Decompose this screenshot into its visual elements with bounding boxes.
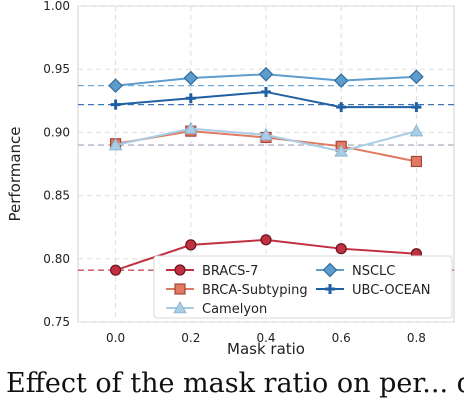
series-ubc-ocean [110,86,422,113]
data-point [109,264,122,276]
y-axis: 0.75 0.80 0.85 0.90 0.95 1.00 [43,0,70,329]
x-axis-label: Mask ratio [227,340,305,358]
y-tick-label: 0.75 [43,315,70,329]
series-camelyon [108,121,424,157]
legend-marker [173,300,187,314]
x-tick-label: 0.4 [256,331,275,345]
y-axis-label: Performance [6,126,24,221]
legend-box [153,255,453,319]
x-tick-label: 0.8 [407,331,426,345]
data-point [258,66,274,82]
legend-marker [174,264,186,276]
legend-marker [174,283,186,295]
series-lines [108,66,424,276]
data-point [409,69,424,85]
caption: Effect of the mask ratio on per... di [6,368,464,399]
data-point [259,127,273,141]
baselines [78,84,454,271]
data-point [411,102,422,113]
x-axis: 0.0 0.2 0.4 0.6 0.8 [106,331,426,345]
y-tick-label: 0.90 [43,125,70,139]
x-tick-label: 0.2 [181,331,200,345]
data-point [261,86,271,97]
legend-item: Camelyon [166,300,267,317]
y-tick-label: 0.80 [43,252,70,266]
legend-marker [325,284,335,294]
data-point [185,93,196,104]
legend-marker [322,262,338,278]
legend-label: Camelyon [202,302,267,317]
data-point [336,102,347,113]
legend-item: UBC-OCEAN [316,283,430,298]
legend-item: BRCA-Subtyping [166,283,308,298]
series-nsclc [108,66,424,93]
data-point [108,78,123,93]
legend-label: NSCLC [352,264,395,279]
data-point [409,124,424,137]
y-tick-label: 1.00 [43,0,70,13]
legend-label: BRACS-7 [202,264,258,279]
data-point [333,73,349,88]
x-tick-label: 0.0 [106,331,125,345]
data-point [335,243,347,255]
legend: BRACS-7 BRCA-Subtyping Camelyon NSCLC UBC-OC… [153,255,453,319]
y-tick-label: 0.85 [43,189,70,203]
data-point [108,138,123,151]
legend-item: BRACS-7 [166,264,258,279]
legend-item: NSCLC [316,262,395,279]
data-point [183,121,198,134]
legend-label: BRCA-Subtyping [202,283,308,298]
legend-label: UBC-OCEAN [352,283,430,298]
data-point [185,239,197,251]
y-tick-label: 0.95 [43,62,70,76]
data-point [410,155,422,168]
series-bracs-7 [109,234,422,276]
x-tick-label: 0.6 [332,331,351,345]
data-point [334,144,349,157]
data-point [183,70,199,86]
data-point [260,234,272,246]
data-point [110,99,121,110]
